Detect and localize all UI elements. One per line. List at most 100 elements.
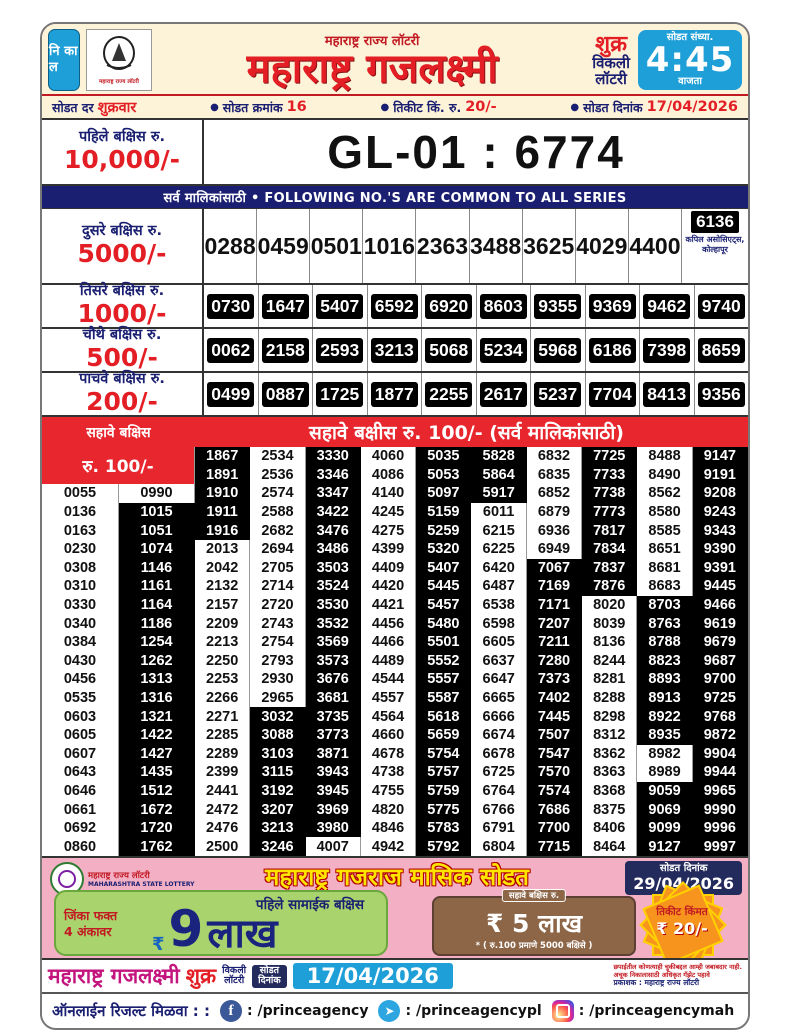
sixth-prize-number: 4399: [361, 539, 417, 559]
sixth-prize-number: 2588: [250, 502, 306, 522]
sixth-prize-number: 5659: [416, 725, 472, 745]
sixth-prize-number: 1911: [195, 502, 251, 522]
sixth-prize-number: 8312: [582, 725, 638, 745]
sixth-prize-number: 2574: [250, 484, 306, 503]
sixth-prize-number: 8823: [637, 651, 693, 671]
sixth-prize-number: 4086: [361, 465, 417, 485]
sixth-prize-number: 3871: [305, 744, 361, 764]
sixth-prize-number: 5757: [416, 763, 472, 782]
winning-number-cell: 4029: [576, 209, 629, 283]
sixth-prize-number: 5557: [416, 670, 472, 689]
sixth-prize-number: 5828: [471, 447, 527, 466]
winning-number-cell: 0499: [204, 373, 259, 415]
sixth-prize-number: 4421: [361, 595, 417, 615]
sixth-prize-number: 1316: [119, 688, 195, 708]
sixth-prize-number: 0136: [42, 502, 119, 522]
sixth-prize-number: 4660: [361, 725, 417, 745]
sixth-prize-number: 6647: [471, 670, 527, 689]
sixth-prize-number: 1186: [119, 614, 195, 633]
sixth-prize-number: 9990: [692, 800, 748, 819]
fifth-prize-numbers: 0499 0887 1725 1877 2255 2617 5237 7704 8413 9356: [204, 373, 748, 415]
footer: ऑनलाईन रिजल्ट मिळवा : : f : /princeagenc…: [42, 994, 748, 1029]
winning-number-cell: 1725: [313, 373, 368, 415]
winning-number-cell: 9356: [695, 373, 749, 415]
sixth-prize-number: 9997: [692, 837, 748, 857]
winning-number-cell: 5968: [531, 329, 586, 371]
sixth-prize-number: 0310: [42, 577, 119, 596]
sixth-prize-number: 6420: [471, 558, 527, 578]
sixth-prize-number: 2250: [195, 651, 251, 671]
sixth-prize-number: 7725: [582, 447, 638, 466]
winning-number-cell: 8659: [695, 329, 749, 371]
sixth-prize-number: 5480: [416, 614, 472, 633]
sixth-common-amount: ₹ 5 लाख: [485, 909, 583, 939]
sixth-prize-number: 2472: [195, 800, 251, 819]
sixth-prize-number: 2965: [250, 688, 306, 708]
sixth-prize-number: 6678: [471, 744, 527, 764]
sixth-prize-number: 9243: [692, 502, 748, 522]
info-segment: ● सोडत क्रमांक 16: [210, 99, 307, 115]
sixth-prize-number: 8363: [582, 763, 638, 782]
winning-number-cell: 2255: [422, 373, 477, 415]
sixth-prize-number: 9700: [692, 670, 748, 689]
sixth-prize-number: 4456: [361, 614, 417, 633]
sixth-prize-number: 4820: [361, 800, 417, 819]
winning-number-cell: 7704: [586, 373, 640, 415]
sixth-prize-number: 0308: [42, 558, 119, 578]
sixth-prize-number: 2209: [195, 614, 251, 633]
winning-number-cell: 0062: [204, 329, 259, 371]
sixth-prize-number: 2743: [250, 614, 306, 633]
first-prize-row: पहिले बक्षिस रु. 10,000/- GL-01 : 6774: [42, 120, 748, 186]
sixth-prize-number: 3347: [305, 484, 361, 503]
sixth-prize-number: 3422: [305, 502, 361, 522]
sixth-prize-title: सहावे बक्षीस रु. 100/- (सर्व मालिकांसाठी…: [309, 422, 624, 444]
sixth-prize-number: 7171: [526, 595, 583, 615]
sixth-prize-number: 8913: [637, 688, 693, 708]
telegram-link[interactable]: ➤ : /princeagencypl: [378, 1000, 542, 1023]
sixth-prize-number: 3115: [250, 763, 306, 782]
sixth-prize-number: 4275: [361, 521, 417, 540]
sixth-prize-number: 2271: [195, 707, 251, 726]
sixth-prize-number: 2476: [195, 818, 251, 838]
logo-caption: महाराष्ट्र राज्य लॉटरी: [99, 79, 139, 85]
winning-number-cell: 0288: [204, 209, 258, 283]
sixth-common-prize-box: सहावे बक्षिस रु. ₹ 5 लाख * ( रु.100 प्रम…: [432, 889, 636, 957]
sixth-prize-number: 3486: [305, 539, 361, 559]
sixth-prize-number: 3330: [305, 447, 361, 466]
sixth-prize-number: 4060: [361, 447, 417, 466]
sixth-prize-number: 5320: [416, 539, 472, 559]
sixth-prize-number: 3681: [305, 688, 361, 708]
sixth-prize-number: 7837: [582, 558, 638, 578]
sixth-prize-number: 4409: [361, 558, 417, 578]
sixth-prize-number: 5457: [416, 595, 472, 615]
instagram-link[interactable]: : /princeagencymah: [551, 1000, 734, 1023]
ticket-price: ₹ 20/-: [656, 918, 708, 938]
sixth-prize-number: 0384: [42, 632, 119, 652]
winning-number-cell: 5234: [477, 329, 531, 371]
sixth-prize-number: 4007: [306, 837, 361, 857]
facebook-link[interactable]: f : /princeagency: [220, 1000, 368, 1023]
winning-number-cell: 0459: [257, 209, 311, 283]
sixth-prize-number: 8562: [637, 484, 693, 503]
ticket-price-starburst: तिकीट किंमत ₹ 20/-: [634, 881, 730, 959]
sixth-prize-amount-label: रु. 100/-: [42, 447, 195, 485]
sixth-prize-number: 8651: [637, 539, 693, 559]
banner-org-hi: महाराष्ट्र राज्य लॉटरी: [88, 871, 150, 882]
sixth-prize-number: 0860: [42, 837, 119, 857]
sixth-prize-number: 3207: [250, 800, 306, 819]
sixth-prize-number: 1891: [195, 465, 251, 485]
sixth-prize-number: 8580: [637, 502, 693, 522]
winning-number-cell: 7398: [640, 329, 695, 371]
sixth-prize-number: 2536: [250, 465, 306, 485]
sixth-prize-number: 8368: [582, 781, 638, 801]
sixth-prize-number: 3943: [305, 763, 361, 782]
sixth-prize-number: 1254: [119, 632, 195, 652]
sixth-prize-number: 7211: [526, 632, 583, 652]
sixth-prize-number: 9127: [637, 837, 693, 857]
sixth-prize-number: 1672: [119, 800, 195, 819]
sixth-prize-table: रु. 100/- 0055 0136 0163 0230 0308 0310 0330 034…: [42, 447, 748, 859]
sixth-prize-number: 9996: [692, 818, 748, 838]
info-row: सोडत दर शुक्रवार ● सोडत क्रमांक 16 ● तिकीट किं…: [42, 96, 748, 120]
sixth-prize-number: 3246: [250, 837, 306, 857]
second-prize-row: दुसरे बक्षिस रु. 5000/- 0288 0459 0501 1016…: [42, 209, 748, 285]
